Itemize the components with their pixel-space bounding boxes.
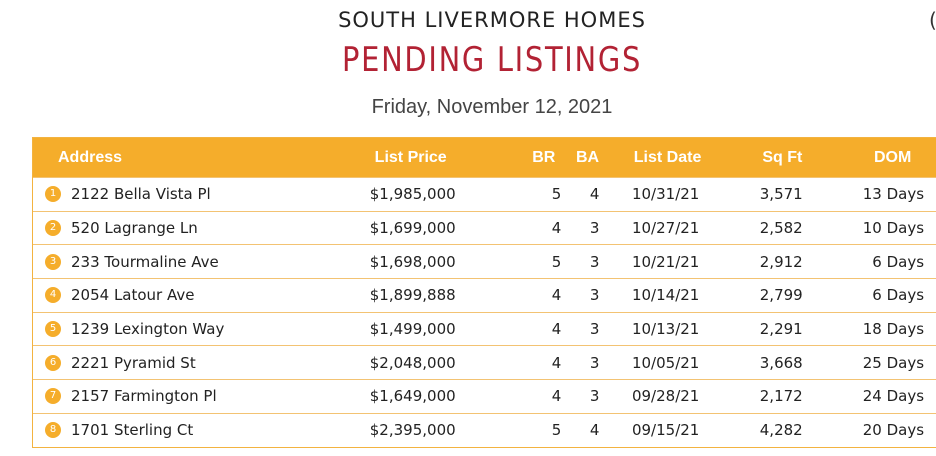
br-cell: 4 — [551, 286, 562, 305]
price-cell: $1,499,000 — [369, 320, 456, 339]
column-header-list-date: List Date — [633, 148, 702, 166]
dom-cell: 18 Days — [862, 320, 925, 339]
dom-cell: 10 Days — [862, 219, 925, 238]
column-header-address: Address — [58, 148, 123, 166]
page-title: PENDING LISTINGS — [342, 40, 642, 80]
ba-cell: 3 — [589, 286, 600, 305]
price-cell: $1,649,000 — [369, 387, 456, 406]
sqft-cell: 2,799 — [759, 286, 803, 305]
ba-cell: 3 — [589, 387, 600, 406]
table-body: 1 2122 Bella Vista Pl $1,985,000 5 4 10/31/21… — [33, 177, 936, 447]
br-cell: 5 — [551, 185, 562, 204]
address-cell: 3 233 Tourmaline Ave — [33, 253, 305, 271]
address-text: 233 Tourmaline Ave — [71, 252, 219, 271]
price-cell: $2,395,000 — [369, 421, 456, 440]
ba-cell: 4 — [589, 185, 600, 204]
listings-table: Address List Price BR BA List Date Sq Ft… — [32, 137, 936, 448]
edge-glyph: ( — [929, 8, 936, 32]
address-cell: 6 2221 Pyramid St — [33, 354, 305, 372]
price-cell: $1,698,000 — [369, 252, 456, 271]
dom-cell: 13 Days — [862, 185, 925, 204]
row-number-badge: 4 — [45, 287, 61, 304]
dom-cell: 20 Days — [862, 421, 925, 440]
br-cell: 4 — [551, 320, 562, 339]
list-date-cell: 10/05/21 — [631, 353, 700, 372]
ba-cell: 3 — [589, 252, 600, 271]
address-cell: 1 2122 Bella Vista Pl — [33, 185, 305, 203]
sqft-cell: 4,282 — [759, 421, 803, 440]
sqft-cell: 2,291 — [759, 320, 803, 339]
address-text: 1239 Lexington Way — [71, 320, 225, 339]
br-cell: 5 — [551, 421, 562, 440]
ba-cell: 3 — [589, 320, 600, 339]
sqft-cell: 3,571 — [759, 185, 803, 204]
list-date-cell: 10/13/21 — [631, 320, 700, 339]
dom-cell: 6 Days — [872, 286, 925, 305]
column-header-br: BR — [532, 148, 556, 166]
address-text: 520 Lagrange Ln — [71, 219, 198, 238]
list-date-cell: 10/31/21 — [631, 185, 700, 204]
address-cell: 4 2054 Latour Ave — [33, 286, 305, 304]
list-date-cell: 09/28/21 — [631, 387, 700, 406]
sqft-cell: 2,582 — [759, 219, 803, 238]
dom-cell: 6 Days — [872, 252, 925, 271]
row-number-badge: 7 — [45, 388, 61, 405]
br-cell: 5 — [551, 252, 562, 271]
column-header-sq-ft: Sq Ft — [762, 148, 803, 166]
ba-cell: 4 — [589, 421, 600, 440]
br-cell: 4 — [551, 387, 562, 406]
table-row: 3 233 Tourmaline Ave $1,698,000 5 3 10/21/21 2… — [33, 244, 936, 278]
row-number-badge: 1 — [45, 186, 61, 203]
address-text: 2221 Pyramid St — [71, 353, 196, 372]
br-cell: 4 — [551, 353, 562, 372]
row-number-badge: 2 — [45, 220, 61, 237]
row-number-badge: 3 — [45, 253, 61, 270]
list-date-cell: 09/15/21 — [631, 421, 700, 440]
column-header-dom: DOM — [873, 148, 912, 166]
address-cell: 8 1701 Sterling Ct — [33, 421, 305, 439]
dom-cell: 24 Days — [862, 387, 925, 406]
column-header-list-price: List Price — [374, 148, 447, 166]
table-header: Address List Price BR BA List Date Sq Ft… — [33, 138, 936, 177]
price-cell: $1,899,888 — [369, 286, 456, 305]
list-date-cell: 10/14/21 — [631, 286, 700, 305]
ba-cell: 3 — [589, 353, 600, 372]
address-text: 2157 Farmington Pl — [71, 387, 217, 406]
table-row: 4 2054 Latour Ave $1,899,888 4 3 10/14/21 2,79… — [33, 278, 936, 312]
page-subtitle: SOUTH LIVERMORE HOMES — [338, 8, 646, 32]
list-date-cell: 10/27/21 — [631, 219, 700, 238]
page-date: Friday, November 12, 2021 — [371, 96, 613, 118]
address-cell: 2 520 Lagrange Ln — [33, 219, 305, 237]
table-row: 1 2122 Bella Vista Pl $1,985,000 5 4 10/31/21… — [33, 177, 936, 211]
row-number-badge: 5 — [45, 321, 61, 338]
table-row: 8 1701 Sterling Ct $2,395,000 5 4 09/15/21 4,2… — [33, 412, 936, 447]
br-cell: 4 — [551, 219, 562, 238]
column-header-ba: BA — [575, 148, 600, 166]
address-text: 2122 Bella Vista Pl — [71, 185, 211, 204]
price-cell: $2,048,000 — [369, 353, 456, 372]
table-row: 6 2221 Pyramid St $2,048,000 4 3 10/05/21 3,66… — [33, 345, 936, 379]
address-cell: 5 1239 Lexington Way — [33, 320, 305, 338]
sqft-cell: 2,172 — [759, 387, 803, 406]
price-cell: $1,699,000 — [369, 219, 456, 238]
sqft-cell: 3,668 — [759, 353, 803, 372]
row-number-badge: 6 — [45, 354, 61, 371]
dom-cell: 25 Days — [862, 353, 925, 372]
list-date-cell: 10/21/21 — [631, 252, 700, 271]
table-row: 7 2157 Farmington Pl $1,649,000 4 3 09/28/21 2… — [33, 379, 936, 413]
ba-cell: 3 — [589, 219, 600, 238]
price-cell: $1,985,000 — [369, 185, 456, 204]
table-row: 5 1239 Lexington Way $1,499,000 4 3 10/13/21 2… — [33, 311, 936, 346]
address-text: 1701 Sterling Ct — [71, 421, 194, 440]
address-cell: 7 2157 Farmington Pl — [33, 387, 305, 405]
sqft-cell: 2,912 — [759, 252, 803, 271]
row-number-badge: 8 — [45, 422, 61, 439]
address-text: 2054 Latour Ave — [71, 286, 195, 305]
table-row: 2 520 Lagrange Ln $1,699,000 4 3 10/27/21 2,58… — [33, 210, 936, 245]
